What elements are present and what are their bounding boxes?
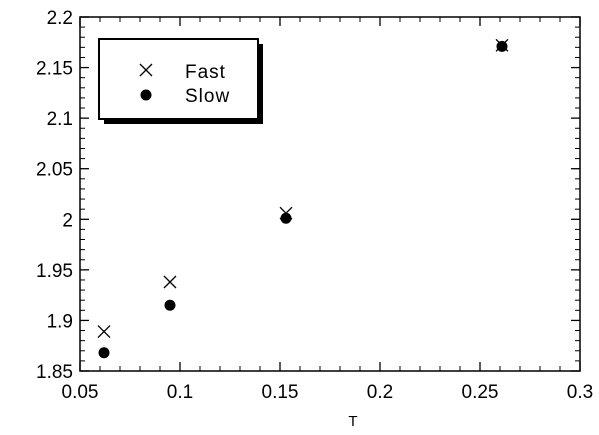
y-tick-label: 2 bbox=[62, 210, 73, 231]
x-axis-label: T bbox=[348, 413, 357, 430]
point-fast bbox=[97, 325, 111, 339]
ticks: 0.05 0.1 0.15 0.2 0.25 0.3 1.85 1.9 1.95 2 2.05 2.1… bbox=[36, 8, 593, 403]
point-slow bbox=[98, 347, 110, 359]
legend-marker-fast bbox=[139, 63, 153, 77]
legend-marker-slow bbox=[140, 89, 152, 101]
y-tick-label: 2.05 bbox=[36, 160, 73, 181]
point-fast bbox=[163, 275, 177, 289]
x-tick-label: 0.1 bbox=[167, 382, 193, 403]
legend-label-slow: Slow bbox=[185, 86, 230, 107]
legend-label-fast: Fast bbox=[185, 62, 226, 83]
y-tick-label: 1.95 bbox=[36, 261, 73, 282]
axes bbox=[79, 16, 581, 372]
x-tick-label: 0.3 bbox=[567, 382, 593, 403]
x-tick-label: 0.15 bbox=[262, 382, 299, 403]
data-points bbox=[97, 38, 509, 359]
point-slow bbox=[496, 40, 508, 52]
x-tick-label: 0.2 bbox=[367, 382, 393, 403]
y-tick-label: 1.85 bbox=[36, 362, 73, 383]
point-slow bbox=[164, 299, 176, 311]
y-tick-label: 1.9 bbox=[47, 311, 73, 332]
plot-frame bbox=[79, 16, 581, 372]
x-tick-label: 0.25 bbox=[462, 382, 499, 403]
y-tick-label: 2.15 bbox=[36, 59, 73, 80]
x-tick-label: 0.05 bbox=[62, 382, 99, 403]
legend: Fast Slow bbox=[98, 38, 263, 124]
point-slow bbox=[280, 212, 292, 224]
legend-box bbox=[98, 38, 259, 120]
y-tick-label: 2.1 bbox=[47, 109, 73, 130]
y-tick-label: 2.2 bbox=[47, 8, 73, 29]
